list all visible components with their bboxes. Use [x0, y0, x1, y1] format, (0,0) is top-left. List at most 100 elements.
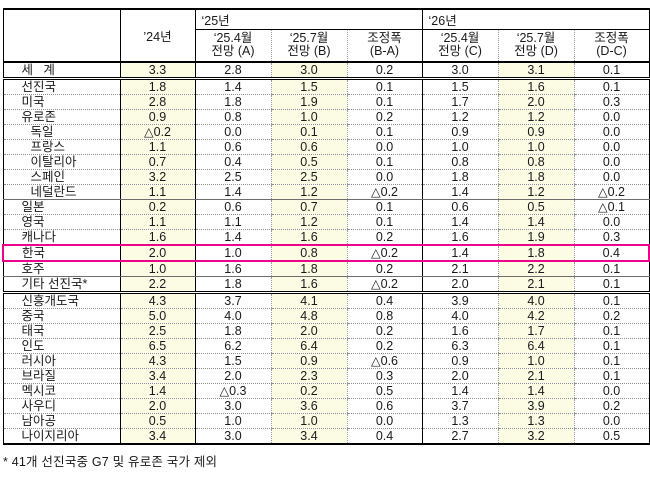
- value-cell: 0.0: [573, 154, 650, 170]
- value-cell: 2.8: [194, 61, 271, 80]
- value-cell: 0.1: [573, 338, 650, 354]
- value-cell: 0.0: [573, 413, 650, 429]
- value-cell: 0.2: [346, 61, 423, 80]
- value-cell: 1.4: [497, 214, 575, 230]
- row-label: 이탈리아: [3, 154, 120, 170]
- value-cell: 0.0: [573, 124, 650, 140]
- value-cell: 2.7: [421, 428, 499, 444]
- value-cell: 0.8: [346, 308, 423, 324]
- value-cell: △0.2: [346, 244, 423, 262]
- value-cell: 6.4: [497, 338, 575, 354]
- value-cell: 1.6: [270, 276, 347, 294]
- table-row: 태국 2.5 1.8 2.0 0.2 1.6 1.7 0.1: [3, 323, 650, 339]
- value-cell: 0.4: [194, 154, 271, 170]
- value-cell: 0.8: [270, 244, 347, 262]
- value-cell: 3.0: [194, 428, 271, 444]
- value-cell: 1.1: [119, 214, 195, 230]
- table-row: 멕시코 1.4 △0.3 0.2 0.5 1.4 1.4 0.0: [3, 383, 650, 399]
- row-label: 영국: [3, 214, 120, 230]
- value-cell: △0.6: [346, 353, 423, 369]
- value-cell: 0.2: [573, 308, 650, 324]
- table-row: 중국 5.0 4.0 4.8 0.8 4.0 4.2 0.2: [3, 308, 650, 324]
- value-cell: 0.1: [573, 292, 650, 309]
- value-cell: 0.1: [346, 124, 423, 140]
- value-cell: 0.1: [573, 276, 650, 294]
- value-cell: 0.6: [194, 139, 271, 155]
- value-cell: 0.4: [573, 244, 650, 262]
- col-group-2025: ‘25년: [194, 9, 423, 30]
- value-cell: 0.6: [346, 398, 423, 414]
- row-label: 유로존: [3, 109, 120, 125]
- table-row: 한국 2.0 1.0 0.8 △0.2 1.4 1.8 0.4: [2, 244, 650, 262]
- value-cell: 1.5: [270, 78, 347, 95]
- value-cell: 0.1: [573, 368, 650, 384]
- value-cell: 1.8: [421, 169, 499, 185]
- table-row: 스페인 3.2 2.5 2.5 0.0 1.8 1.8 0.0: [3, 169, 650, 185]
- value-cell: 0.2: [346, 109, 423, 125]
- row-label: 한국: [2, 244, 120, 262]
- value-cell: 3.0: [421, 61, 499, 80]
- row-label: 멕시코: [3, 383, 120, 399]
- value-cell: △0.2: [573, 184, 650, 200]
- col-group-2026: ‘26년: [421, 9, 650, 30]
- value-cell: 1.5: [421, 78, 499, 95]
- value-cell: 3.7: [194, 292, 271, 309]
- value-cell: 0.8: [194, 109, 271, 125]
- value-cell: 3.6: [270, 398, 347, 414]
- value-cell: 2.0: [270, 323, 347, 339]
- value-cell: 2.1: [421, 261, 499, 277]
- corner-cell: [3, 9, 120, 62]
- value-cell: 2.0: [421, 368, 499, 384]
- value-cell: 0.1: [346, 154, 423, 170]
- value-cell: 1.8: [270, 261, 347, 277]
- value-cell: △0.2: [119, 124, 195, 140]
- value-cell: 0.8: [497, 154, 575, 170]
- row-label: 남아공: [3, 413, 120, 429]
- value-cell: 0.9: [421, 124, 499, 140]
- value-cell: 1.7: [497, 323, 575, 339]
- table-row: 프랑스 1.1 0.6 0.6 0.0 1.0 1.0 0.0: [3, 139, 650, 155]
- value-cell: 0.9: [119, 109, 195, 125]
- value-cell: 1.6: [497, 78, 575, 95]
- col-subheader: ‘25.7월 전망 (B): [270, 29, 347, 62]
- value-cell: 0.1: [346, 94, 423, 110]
- table-row: 신흥개도국 4.3 3.7 4.1 0.4 3.9 4.0 0.1: [3, 292, 650, 309]
- value-cell: 1.3: [497, 413, 575, 429]
- value-cell: 6.2: [194, 338, 271, 354]
- value-cell: 1.0: [270, 413, 347, 429]
- value-cell: 0.2: [119, 199, 195, 215]
- value-cell: 1.8: [194, 276, 271, 294]
- value-cell: 1.4: [194, 229, 271, 246]
- value-cell: 1.4: [194, 78, 271, 95]
- row-label: 네덜란드: [3, 184, 120, 200]
- value-cell: 3.2: [497, 428, 575, 444]
- value-cell: 1.4: [421, 184, 499, 200]
- table-row: 나이지리아 3.4 3.0 3.4 0.4 2.7 3.2 0.5: [3, 428, 650, 444]
- value-cell: 0.5: [497, 199, 575, 215]
- value-cell: 0.1: [270, 124, 347, 140]
- value-cell: 1.0: [421, 139, 499, 155]
- row-label: 브라질: [3, 368, 120, 384]
- value-cell: 1.4: [194, 184, 271, 200]
- value-cell: 2.8: [119, 94, 195, 110]
- table-row: 사우디 2.0 3.0 3.6 0.6 3.7 3.9 0.2: [3, 398, 650, 414]
- value-cell: 0.0: [346, 413, 423, 429]
- table-row: 인도 6.5 6.2 6.4 0.2 6.3 6.4 0.1: [3, 338, 650, 354]
- value-cell: 4.3: [119, 292, 195, 309]
- value-cell: 1.0: [497, 353, 575, 369]
- value-cell: 0.0: [573, 214, 650, 230]
- value-cell: 1.6: [421, 323, 499, 339]
- value-cell: 1.1: [119, 139, 195, 155]
- value-cell: 6.5: [119, 338, 195, 354]
- value-cell: 3.4: [119, 428, 195, 444]
- value-cell: 1.0: [497, 139, 575, 155]
- value-cell: 1.2: [497, 184, 575, 200]
- value-cell: 1.0: [194, 244, 271, 262]
- value-cell: 0.5: [573, 428, 650, 444]
- value-cell: 2.0: [497, 94, 575, 110]
- value-cell: 4.3: [119, 353, 195, 369]
- table-body: 세 계 3.3 2.8 3.0 0.2 3.0 3.1 0.1 선진국 1.8 1.4 1.5 0.1 1…: [2, 61, 650, 444]
- value-cell: 1.8: [119, 78, 195, 95]
- row-label: 일본: [3, 199, 120, 215]
- col-header-2024: ’24년: [119, 9, 195, 62]
